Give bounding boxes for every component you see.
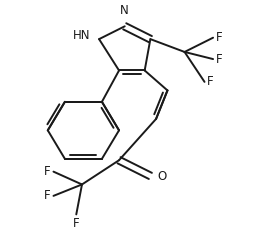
Text: F: F <box>44 189 51 202</box>
Text: N: N <box>120 4 128 17</box>
Text: F: F <box>44 165 51 178</box>
Text: F: F <box>216 53 223 66</box>
Text: F: F <box>73 217 79 230</box>
Text: F: F <box>216 31 223 44</box>
Text: HN: HN <box>73 29 91 42</box>
Text: O: O <box>157 170 167 183</box>
Text: F: F <box>207 75 214 88</box>
